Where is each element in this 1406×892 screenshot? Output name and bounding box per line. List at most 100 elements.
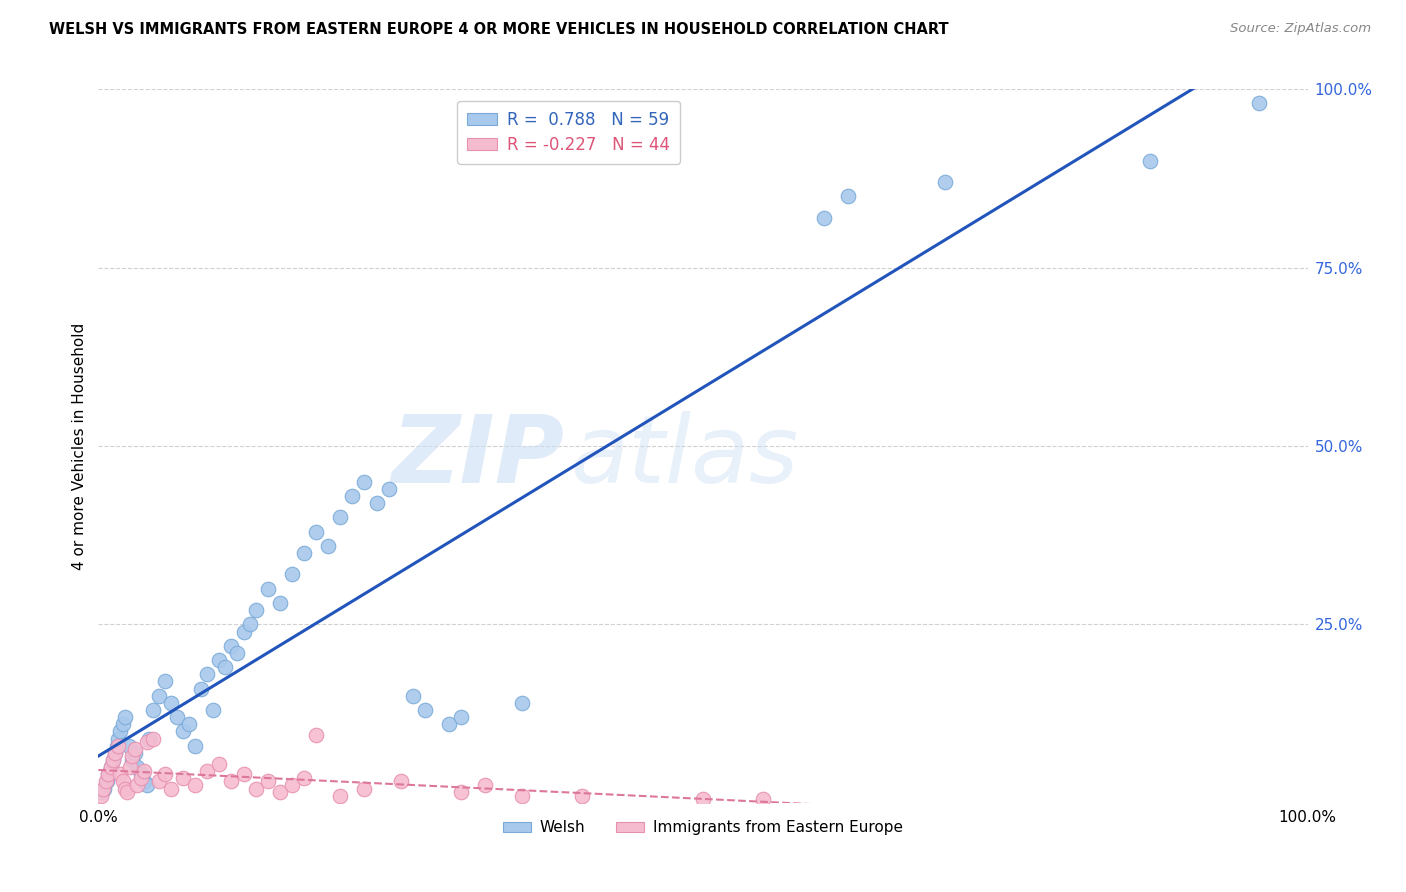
Point <box>1249 96 1271 111</box>
Point <box>208 756 231 771</box>
Point <box>342 489 364 503</box>
Point <box>121 749 143 764</box>
Point <box>160 696 183 710</box>
Point <box>450 785 472 799</box>
Point <box>179 717 201 731</box>
Point <box>91 781 114 796</box>
Y-axis label: 4 or more Vehicles in Household: 4 or more Vehicles in Household <box>72 322 87 570</box>
Point <box>160 781 183 796</box>
Point <box>107 739 129 753</box>
Point <box>104 746 127 760</box>
Point <box>148 689 170 703</box>
Point <box>245 781 267 796</box>
Point <box>571 789 593 803</box>
Point <box>190 681 212 696</box>
Point <box>269 785 291 799</box>
Point <box>96 774 118 789</box>
Point <box>510 789 533 803</box>
Point <box>90 789 112 803</box>
Point <box>97 767 120 781</box>
Point <box>329 510 352 524</box>
Point <box>269 596 291 610</box>
Point <box>245 603 267 617</box>
Point <box>232 767 254 781</box>
Point <box>114 781 136 796</box>
Point <box>366 496 388 510</box>
Point <box>104 746 127 760</box>
Point <box>118 739 141 753</box>
Point <box>450 710 472 724</box>
Point <box>214 660 236 674</box>
Point <box>142 731 165 746</box>
Point <box>166 710 188 724</box>
Point <box>474 778 496 792</box>
Point <box>148 774 170 789</box>
Point <box>108 767 131 781</box>
Point <box>305 728 328 742</box>
Point <box>256 774 278 789</box>
Point <box>752 792 775 806</box>
Point <box>281 567 304 582</box>
Point <box>813 211 835 225</box>
Point <box>97 767 120 781</box>
Point <box>127 778 149 792</box>
Point <box>281 778 304 792</box>
Point <box>353 475 375 489</box>
Point <box>91 785 114 799</box>
Text: Source: ZipAtlas.com: Source: ZipAtlas.com <box>1230 22 1371 36</box>
Point <box>226 646 249 660</box>
Point <box>124 746 146 760</box>
Point <box>142 703 165 717</box>
Point <box>510 696 533 710</box>
Point <box>101 753 124 767</box>
Point <box>292 546 315 560</box>
Point <box>124 742 146 756</box>
Point <box>153 674 176 689</box>
Point <box>377 482 399 496</box>
Text: atlas: atlas <box>569 411 799 502</box>
Point <box>172 724 194 739</box>
Point <box>134 774 156 789</box>
Point <box>107 731 129 746</box>
Point <box>135 735 157 749</box>
Point <box>221 774 243 789</box>
Point <box>94 774 117 789</box>
Point <box>101 753 124 767</box>
Point <box>93 781 115 796</box>
Point <box>129 771 152 785</box>
Point <box>692 792 714 806</box>
Point <box>837 189 859 203</box>
Point <box>121 753 143 767</box>
Point <box>138 731 160 746</box>
Point <box>100 760 122 774</box>
Point <box>184 778 207 792</box>
Point <box>135 778 157 792</box>
Point <box>353 781 375 796</box>
Point <box>100 760 122 774</box>
Point <box>105 739 128 753</box>
Point <box>437 717 460 731</box>
Point <box>134 764 156 778</box>
Point <box>256 582 278 596</box>
Text: ZIP: ZIP <box>391 410 564 503</box>
Point <box>195 667 218 681</box>
Point <box>195 764 218 778</box>
Point <box>402 689 425 703</box>
Point <box>108 724 131 739</box>
Point <box>153 767 176 781</box>
Point <box>329 789 352 803</box>
Point <box>316 539 339 553</box>
Legend: Welsh, Immigrants from Eastern Europe: Welsh, Immigrants from Eastern Europe <box>498 814 908 841</box>
Point <box>934 175 956 189</box>
Point <box>117 785 139 799</box>
Point <box>127 760 149 774</box>
Point <box>111 774 134 789</box>
Point <box>413 703 436 717</box>
Point <box>172 771 194 785</box>
Point <box>129 767 152 781</box>
Point <box>221 639 243 653</box>
Text: WELSH VS IMMIGRANTS FROM EASTERN EUROPE 4 OR MORE VEHICLES IN HOUSEHOLD CORRELAT: WELSH VS IMMIGRANTS FROM EASTERN EUROPE … <box>49 22 949 37</box>
Point <box>1139 153 1161 168</box>
Point <box>389 774 412 789</box>
Point <box>305 524 328 539</box>
